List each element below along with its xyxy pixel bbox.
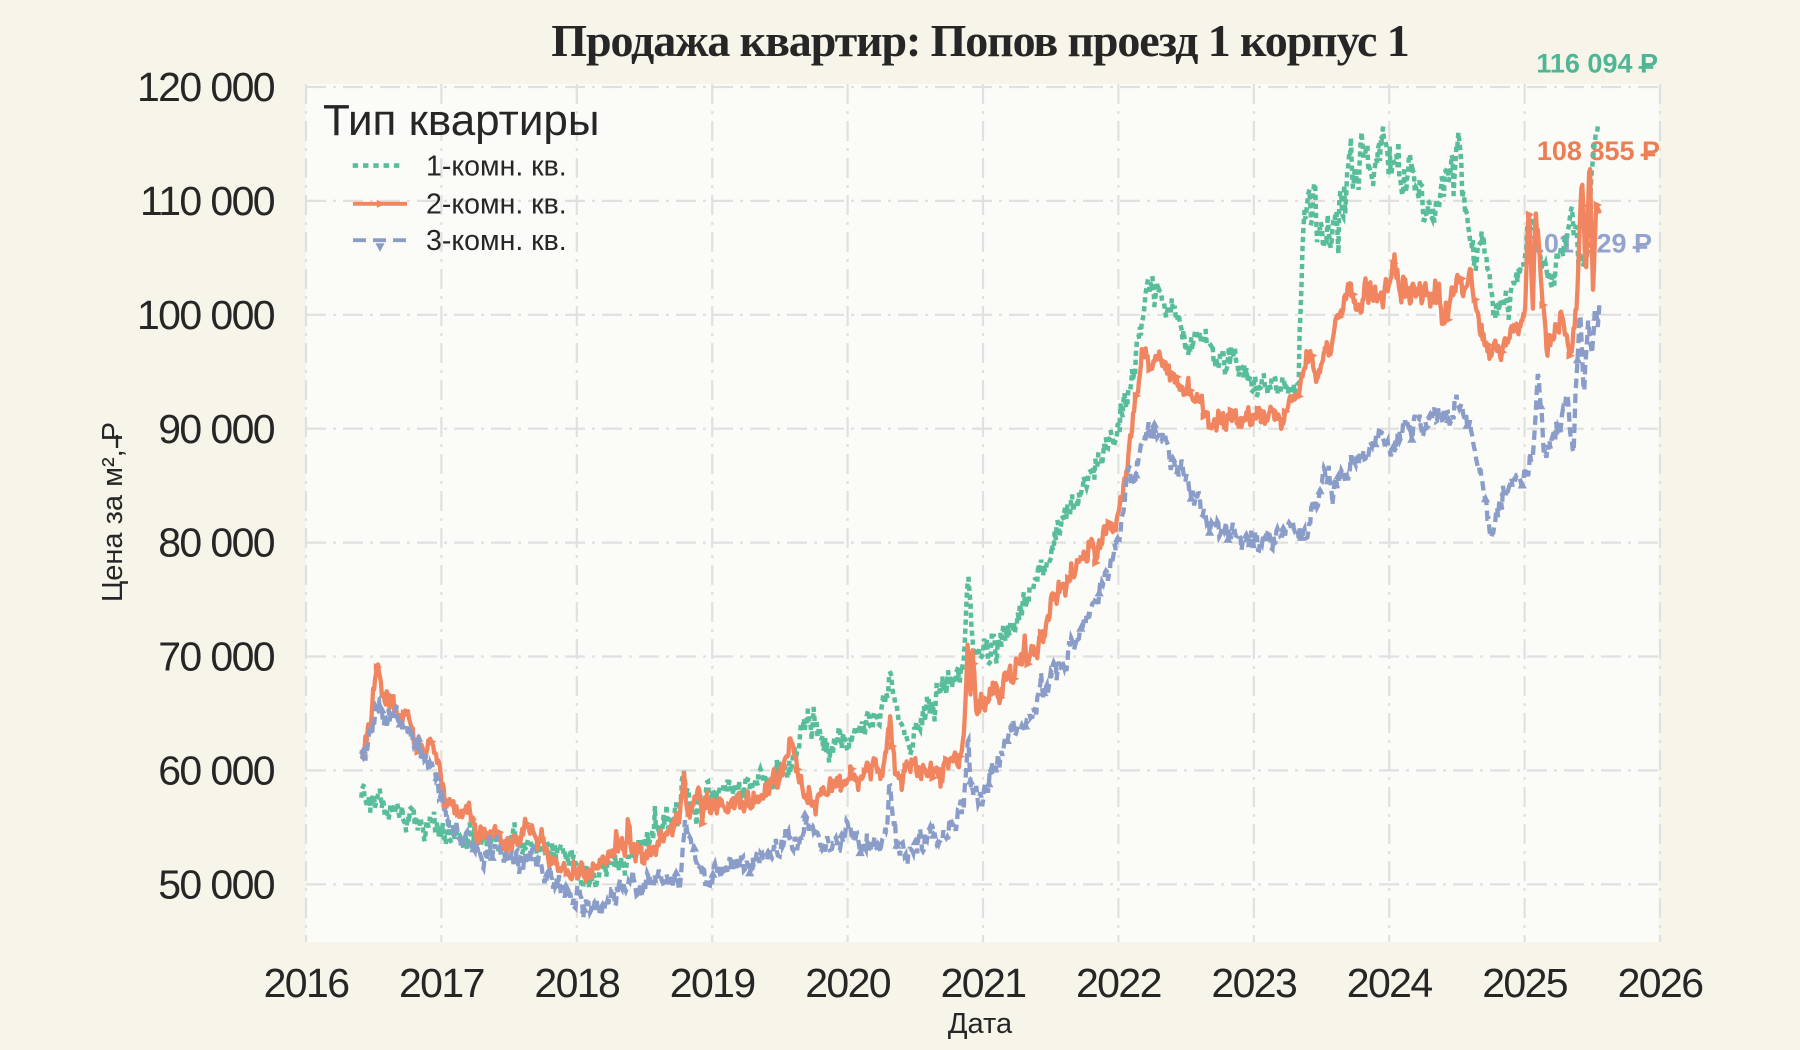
svg-text:2024: 2024 <box>1347 960 1433 1006</box>
svg-text:90 000: 90 000 <box>158 406 275 452</box>
svg-text:Тип квартиры: Тип квартиры <box>323 96 600 145</box>
svg-text:2017: 2017 <box>399 960 484 1006</box>
svg-text:2018: 2018 <box>534 960 620 1006</box>
svg-text:70 000: 70 000 <box>158 634 275 680</box>
svg-text:Цена за м², Р: Цена за м², Р <box>97 422 129 602</box>
svg-text:2025: 2025 <box>1482 960 1568 1006</box>
svg-text:2023: 2023 <box>1211 960 1296 1006</box>
svg-text:116 094 Р: 116 094 Р <box>1536 49 1658 79</box>
svg-text:2020: 2020 <box>805 960 891 1006</box>
svg-text:120 000: 120 000 <box>137 64 275 110</box>
svg-text:2-комн. кв.: 2-комн. кв. <box>426 189 567 221</box>
svg-text:100 000: 100 000 <box>137 292 275 338</box>
svg-text:2026: 2026 <box>1618 960 1703 1006</box>
svg-text:Дата: Дата <box>948 1008 1013 1040</box>
svg-text:2021: 2021 <box>941 960 1026 1006</box>
svg-text:2022: 2022 <box>1076 960 1161 1006</box>
svg-text:110 000: 110 000 <box>140 178 275 224</box>
svg-text:1-комн. кв.: 1-комн. кв. <box>426 150 567 182</box>
svg-text:80 000: 80 000 <box>158 520 275 566</box>
svg-text:2016: 2016 <box>264 960 349 1006</box>
svg-text:2019: 2019 <box>670 960 755 1006</box>
svg-text:3-комн. кв.: 3-комн. кв. <box>426 225 567 257</box>
svg-text:50 000: 50 000 <box>158 861 275 907</box>
svg-text:60 000: 60 000 <box>158 748 275 794</box>
svg-text:Продажа квартир: Попов проезд: Продажа квартир: Попов проезд 1 корпус 1 <box>551 15 1408 66</box>
svg-text:108 855 Р: 108 855 Р <box>1537 136 1660 166</box>
